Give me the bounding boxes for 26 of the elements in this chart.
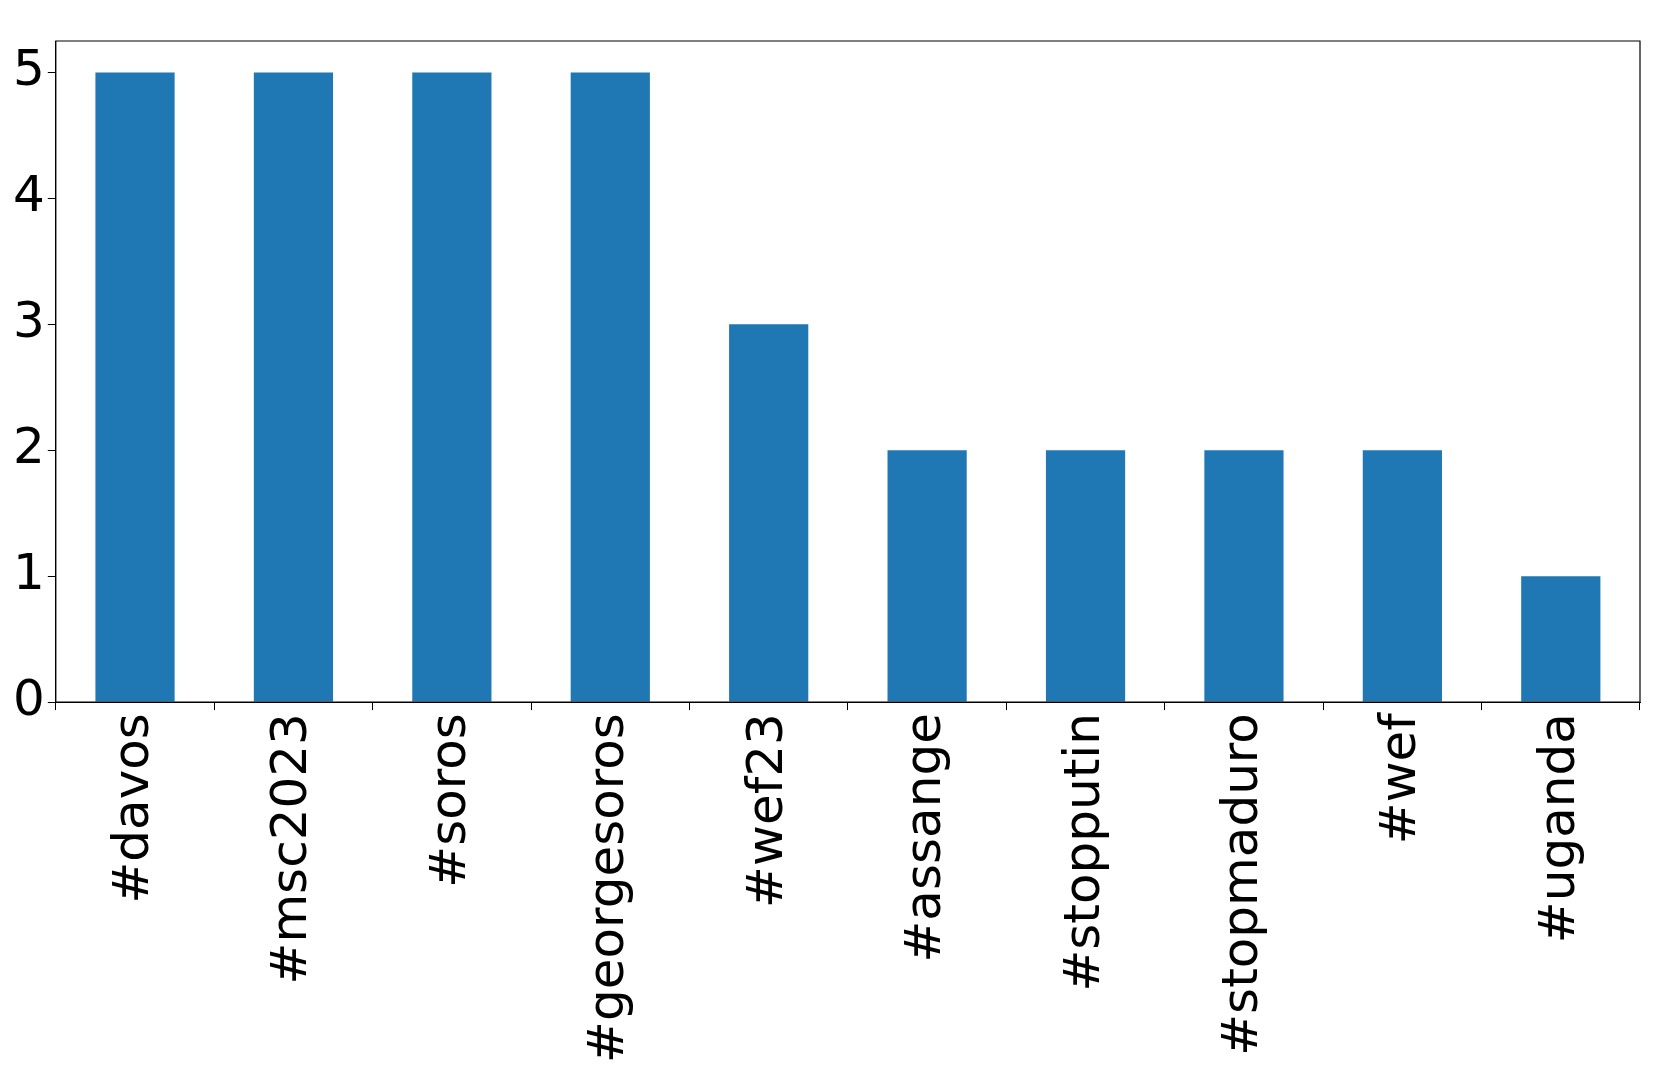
x-tick-label: #stopmaduro [1210, 713, 1269, 1056]
bar [1204, 450, 1284, 702]
bar [412, 72, 492, 702]
bar [1362, 450, 1442, 702]
bar [729, 324, 809, 702]
y-tick-label: 2 [13, 417, 45, 476]
x-tick-label: #uganda [1527, 713, 1586, 944]
y-tick-label: 3 [13, 291, 45, 350]
x-tick-label: #assange [894, 713, 953, 963]
x-tick-label: #georgesoros [577, 713, 636, 1063]
x-tick-label: #wef23 [735, 713, 794, 908]
y-tick-label: 5 [13, 39, 45, 98]
bar [570, 72, 650, 702]
bar [253, 72, 334, 702]
x-tick-label: #wef [1369, 711, 1428, 845]
y-tick-label: 0 [13, 669, 45, 728]
bar [95, 72, 175, 702]
x-tick-label: #msc2023 [260, 713, 319, 985]
x-tick-label: #stopputin [1052, 713, 1111, 992]
x-tick-label: #soros [418, 713, 477, 888]
bar [1521, 576, 1601, 702]
x-tick-label: #davos [102, 713, 161, 904]
bar [1045, 450, 1126, 702]
y-tick-label: 4 [13, 165, 45, 224]
y-tick-label: 1 [13, 543, 45, 602]
bar [887, 450, 967, 702]
